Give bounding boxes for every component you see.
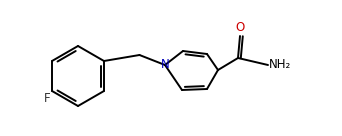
Text: F: F: [43, 92, 50, 105]
Text: NH₂: NH₂: [269, 58, 291, 72]
Text: O: O: [235, 21, 245, 34]
Text: N: N: [161, 58, 169, 72]
